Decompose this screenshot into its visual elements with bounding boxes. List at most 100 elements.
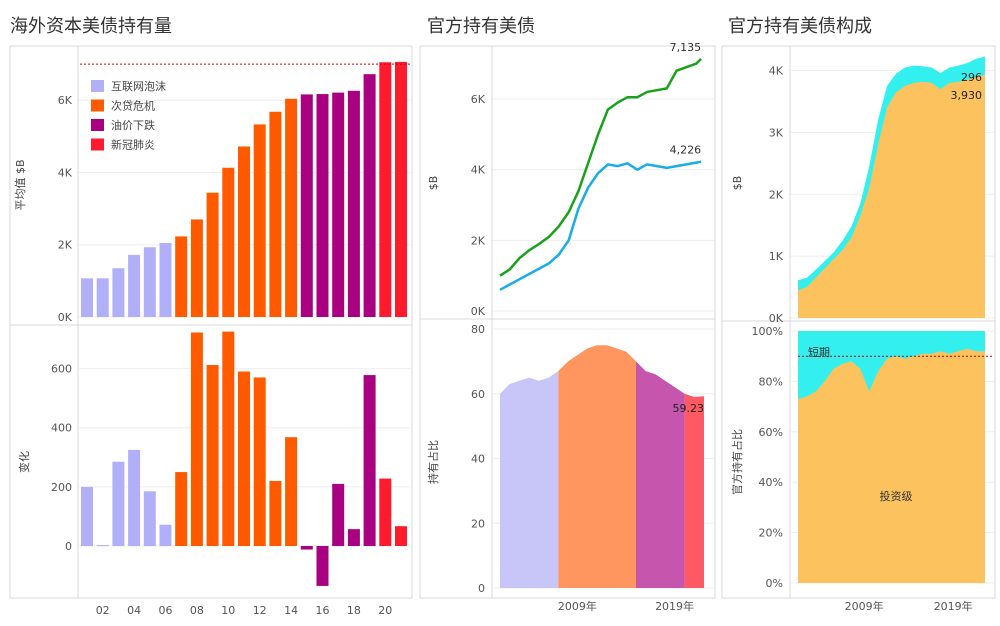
official-end-label: 4,226	[670, 144, 702, 157]
holdings-bar	[332, 92, 345, 317]
share-ytick-label: 20	[471, 517, 485, 530]
change-xtick-label: 12	[253, 604, 267, 617]
change-xtick-label: 08	[190, 604, 204, 617]
composition-ytick-label: 3K	[769, 126, 784, 139]
change-bar	[253, 377, 266, 546]
change-bar	[159, 524, 172, 546]
change-xtick-label: 20	[378, 604, 392, 617]
official-total-line	[499, 58, 702, 277]
holdings-bar	[128, 254, 141, 317]
holdings-bar	[363, 74, 376, 318]
share-ytick-label: 40	[471, 453, 485, 466]
change-bar	[206, 365, 219, 546]
change-bar	[222, 331, 235, 546]
holdings-bar	[253, 124, 266, 317]
legend-label: 油价下跌	[111, 118, 155, 132]
share-ytick-label: 60	[471, 388, 485, 401]
holdings-ylabel: 平均值 $B	[14, 159, 27, 210]
change-xtick-label: 10	[221, 604, 235, 617]
title-official: 官方持有美债	[427, 16, 535, 37]
holdings-bar	[379, 62, 392, 318]
change-ytick-label: 400	[51, 422, 72, 435]
change-bar	[363, 375, 376, 546]
composition-ytick-label: 1K	[769, 250, 784, 263]
official-end-label: 7,135	[670, 41, 702, 54]
official-holdings-line	[499, 160, 702, 291]
holdings-bar	[285, 98, 298, 317]
legend-swatch	[91, 80, 104, 92]
composition-share-ylabel: 官方持有占比	[730, 429, 744, 495]
composition-investment-area	[798, 74, 985, 319]
change-bar	[347, 529, 360, 546]
composition-share-investment-area	[798, 348, 985, 583]
holdings-bar	[316, 94, 329, 317]
share-area-segment	[558, 345, 636, 588]
share-ytick-label: 0	[478, 582, 485, 595]
official-ylabel: $B	[427, 176, 440, 191]
share-ytick-label: 80	[471, 323, 485, 336]
share-xtick-label: 2019年	[655, 599, 694, 613]
change-xtick-label: 06	[159, 604, 173, 617]
composition-ytick-label: 0K	[769, 312, 784, 325]
legend-label: 新冠肺炎	[111, 138, 155, 152]
official-ytick-label: 0K	[471, 305, 486, 318]
legend-swatch	[91, 99, 104, 112]
title-holdings: 海外资本美债持有量	[10, 16, 172, 37]
holdings-ytick-label: 6K	[58, 94, 73, 107]
change-bar	[112, 461, 125, 546]
holdings-bar	[395, 61, 407, 317]
change-bar	[316, 546, 329, 586]
change-bar	[285, 437, 298, 546]
holdings-bar	[347, 90, 360, 318]
composition-share-ytick-label: 20%	[759, 527, 783, 540]
composition-share-ytick-label: 40%	[759, 476, 783, 489]
change-xtick-label: 04	[127, 604, 141, 617]
change-bar	[269, 480, 282, 546]
change-xtick-label: 16	[316, 604, 330, 617]
change-xtick-label: 02	[96, 604, 110, 617]
share-xtick-label: 2009年	[558, 599, 597, 613]
holdings-bar	[159, 242, 172, 317]
holdings-ytick-label: 4K	[58, 166, 73, 179]
composition-ylabel: $B	[731, 176, 744, 191]
official-ytick-label: 2K	[471, 234, 486, 247]
change-xtick-label: 18	[347, 604, 361, 617]
composition-end-label: 296	[961, 71, 982, 84]
composition-share-xtick-label: 2009年	[845, 599, 884, 613]
share-end-label: 59.23	[673, 402, 705, 415]
official-ytick-label: 4K	[471, 164, 486, 177]
legend-swatch	[91, 138, 104, 151]
change-bar	[143, 491, 156, 546]
change-ytick-label: 200	[51, 481, 72, 494]
holdings-bar	[238, 146, 250, 317]
share-area-segment	[636, 361, 685, 588]
holdings-ytick-label: 2K	[58, 239, 73, 252]
composition-share-short-term-label: 短期	[808, 345, 830, 359]
change-bar	[128, 449, 141, 546]
holdings-bar	[175, 236, 188, 317]
change-bar	[175, 472, 188, 546]
change-bar	[81, 486, 93, 546]
change-ylabel: 变化	[17, 451, 31, 473]
holdings-bar	[190, 219, 203, 317]
change-bar	[332, 483, 345, 546]
holdings-bar	[300, 94, 313, 317]
holdings-bar	[206, 192, 219, 317]
composition-end-label: 3,930	[951, 89, 983, 102]
holdings-bar	[96, 278, 109, 317]
change-bar	[238, 371, 250, 546]
composition-share-ytick-label: 0%	[766, 577, 783, 590]
change-ytick-label: 0	[65, 540, 72, 553]
holdings-ytick-label: 0K	[58, 311, 73, 324]
legend-label: 互联网泡沫	[111, 79, 166, 93]
holdings-bar	[143, 247, 156, 317]
change-ytick-label: 600	[51, 363, 72, 376]
legend-label: 次贷危机	[111, 99, 155, 113]
composition-share-ytick-label: 60%	[759, 426, 783, 439]
composition-share-xtick-label: 2019年	[934, 599, 973, 613]
official-ytick-label: 6K	[471, 93, 486, 106]
composition-share-ytick-label: 80%	[759, 375, 783, 388]
change-bar	[379, 478, 392, 546]
change-bar	[96, 545, 109, 547]
